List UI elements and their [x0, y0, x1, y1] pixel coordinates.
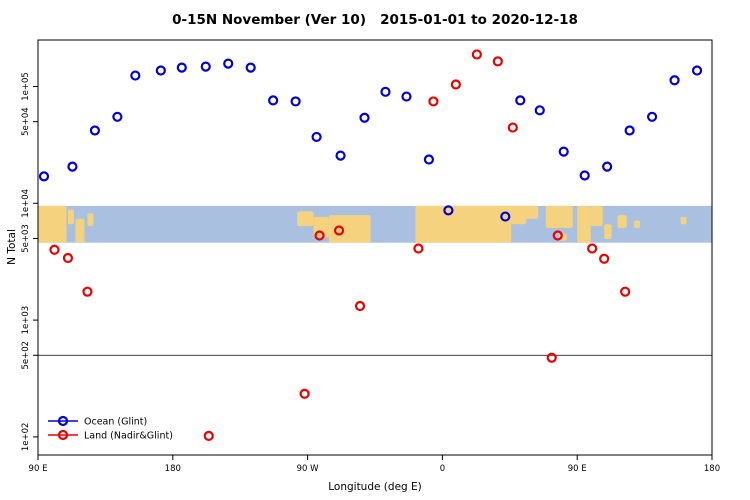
data-point-land — [82, 286, 93, 297]
map-band-land — [328, 215, 371, 243]
data-point-land — [299, 388, 310, 399]
map-band-land — [577, 205, 591, 243]
data-point-land — [587, 243, 598, 254]
plot-border — [37, 39, 713, 456]
data-point-ocean — [38, 171, 50, 182]
data-point-ocean — [646, 111, 658, 122]
y-tick-label: 1e+02 — [21, 423, 31, 452]
data-point-land — [471, 49, 482, 60]
data-point-ocean — [268, 95, 279, 106]
y-tick-label: 1e+03 — [21, 306, 31, 335]
map-band-land — [634, 220, 641, 228]
map-band-land — [38, 205, 67, 243]
data-point-land — [314, 230, 325, 241]
data-point-ocean — [290, 96, 301, 107]
data-point-ocean — [602, 161, 613, 172]
x-tick-label: 180 — [704, 464, 720, 474]
map-band-land — [297, 211, 314, 227]
y-tick-label: 5e+04 — [21, 107, 31, 136]
data-point-ocean — [515, 95, 526, 106]
map-band-land — [75, 218, 85, 243]
data-point-land — [620, 286, 631, 297]
map-band-land — [545, 205, 573, 228]
data-point-ocean — [579, 170, 590, 181]
data-point-land — [428, 96, 439, 107]
data-point-ocean — [423, 154, 435, 165]
data-point-ocean — [624, 125, 635, 136]
map-band-land — [67, 209, 74, 225]
map-band-land — [590, 205, 603, 227]
legend-label: Ocean (Glint) — [84, 417, 147, 428]
data-point-ocean — [335, 150, 346, 161]
data-point-ocean — [359, 112, 370, 123]
legend-symbol — [57, 415, 69, 427]
map-band-land — [604, 224, 612, 240]
data-point-land — [552, 230, 563, 241]
y-tick-label: 5e+02 — [21, 341, 31, 370]
data-point-land — [492, 56, 503, 67]
data-point-ocean — [200, 61, 211, 72]
data-point-ocean — [155, 65, 166, 76]
map-band-land — [415, 205, 512, 243]
map-band-land — [87, 213, 94, 227]
legend-symbol — [57, 429, 69, 441]
data-point-ocean — [558, 146, 569, 157]
map-band-land — [680, 216, 687, 225]
x-tick-label: 90 E — [568, 464, 587, 474]
data-point-ocean — [67, 161, 78, 172]
data-point-ocean — [691, 65, 703, 76]
data-point-land — [62, 252, 74, 264]
x-tick-label: 90 W — [297, 464, 320, 474]
x-tick-label: 0 — [440, 464, 445, 474]
data-point-ocean — [311, 131, 322, 143]
x-tick-label: 180 — [165, 464, 181, 474]
data-point-ocean — [176, 62, 187, 73]
x-axis-title: Longitude (deg E) — [328, 481, 422, 493]
y-tick-label: 5e+03 — [21, 224, 31, 253]
data-point-ocean — [89, 125, 101, 136]
y-tick-label: 1e+05 — [21, 72, 31, 101]
data-point-land — [49, 244, 60, 255]
data-point-land — [413, 243, 424, 254]
map-band-land — [617, 215, 627, 228]
data-point-land — [546, 352, 557, 363]
data-point-ocean — [130, 70, 141, 81]
data-point-land — [203, 430, 214, 442]
data-point-ocean — [401, 91, 412, 102]
data-point-ocean — [245, 62, 256, 73]
y-tick-label: 1e+04 — [21, 189, 31, 218]
data-point-land — [333, 225, 345, 236]
x-tick-label: 90 E — [29, 464, 48, 474]
map-band-land — [493, 205, 539, 219]
chart-title: 0-15N November (Ver 10) 2015-01-01 to 20… — [172, 12, 578, 28]
data-point-land — [354, 300, 366, 312]
data-point-ocean — [223, 58, 234, 69]
data-point-land — [599, 253, 610, 264]
data-point-land — [450, 79, 461, 90]
data-point-ocean — [443, 205, 454, 216]
data-point-ocean — [112, 111, 123, 122]
data-point-ocean — [669, 75, 680, 86]
data-point-ocean — [500, 211, 511, 222]
legend-label: Land (Nadir&Glint) — [84, 431, 173, 442]
data-point-land — [507, 122, 518, 133]
data-point-ocean — [534, 105, 545, 116]
data-point-ocean — [380, 86, 391, 97]
